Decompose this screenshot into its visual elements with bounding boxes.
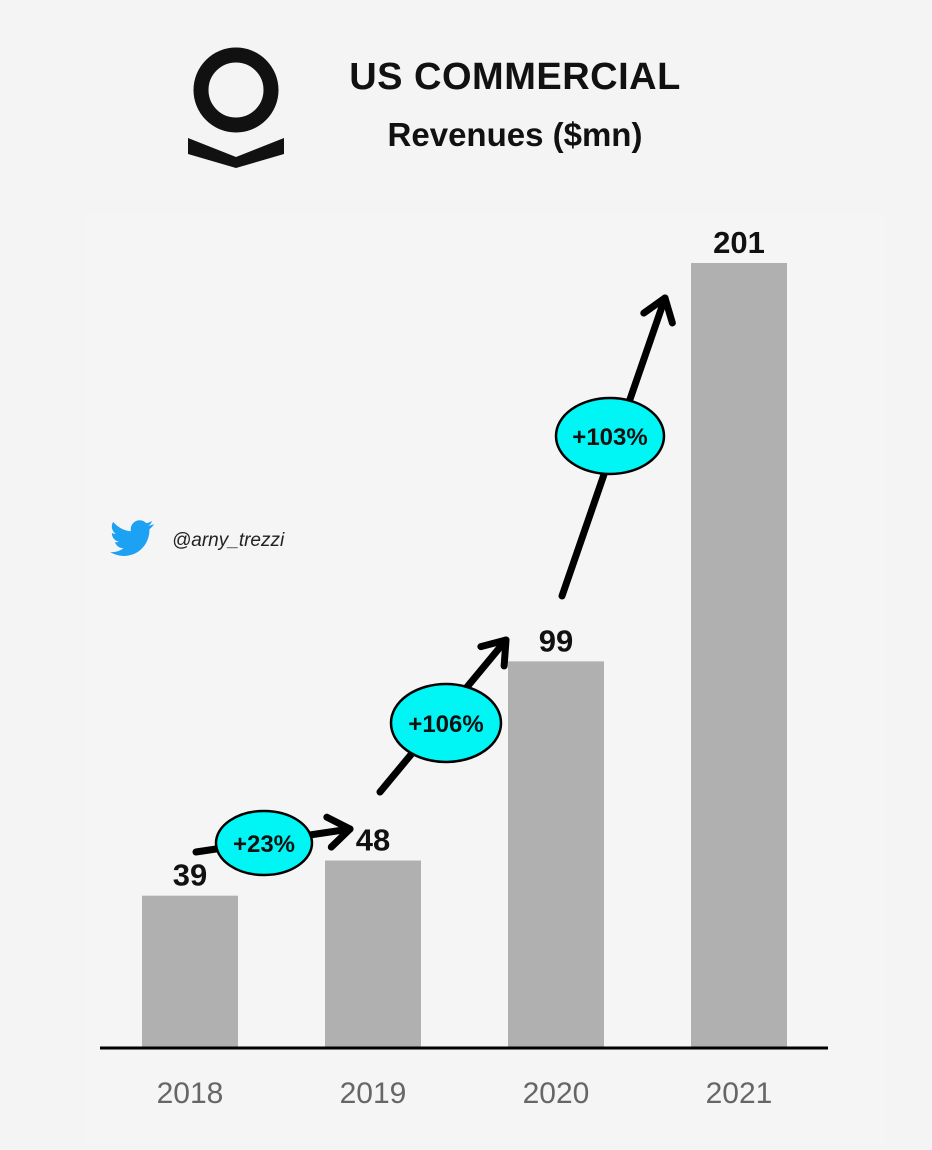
value-label-2018: 39 [173, 858, 207, 893]
x-tick-2020: 2020 [523, 1077, 590, 1110]
twitter-bird-icon [110, 520, 154, 556]
growth-label-2020: +106% [408, 711, 483, 738]
value-label-2021: 201 [713, 225, 765, 260]
chart-title: US COMMERCIAL [349, 56, 681, 98]
growth-badge-2020: +106% [389, 682, 503, 764]
bar-2019 [325, 860, 421, 1048]
bar-2021 [691, 263, 787, 1048]
palantir-logo [188, 47, 284, 168]
x-tick-2018: 2018 [157, 1077, 224, 1110]
chart-subtitle: Revenues ($mn) [387, 116, 643, 153]
bar-2020 [508, 661, 604, 1048]
growth-badge-2021: +103% [554, 396, 666, 476]
value-label-2020: 99 [539, 623, 573, 658]
twitter-handle: @arny_trezzi [172, 530, 285, 551]
bar-2018 [142, 895, 238, 1048]
growth-label-2019: +23% [233, 831, 295, 858]
x-tick-2019: 2019 [340, 1077, 407, 1110]
growth-label-2021: +103% [572, 424, 647, 451]
value-label-2019: 48 [356, 823, 390, 858]
growth-badge-2019: +23% [214, 809, 314, 877]
x-tick-2021: 2021 [706, 1077, 773, 1110]
